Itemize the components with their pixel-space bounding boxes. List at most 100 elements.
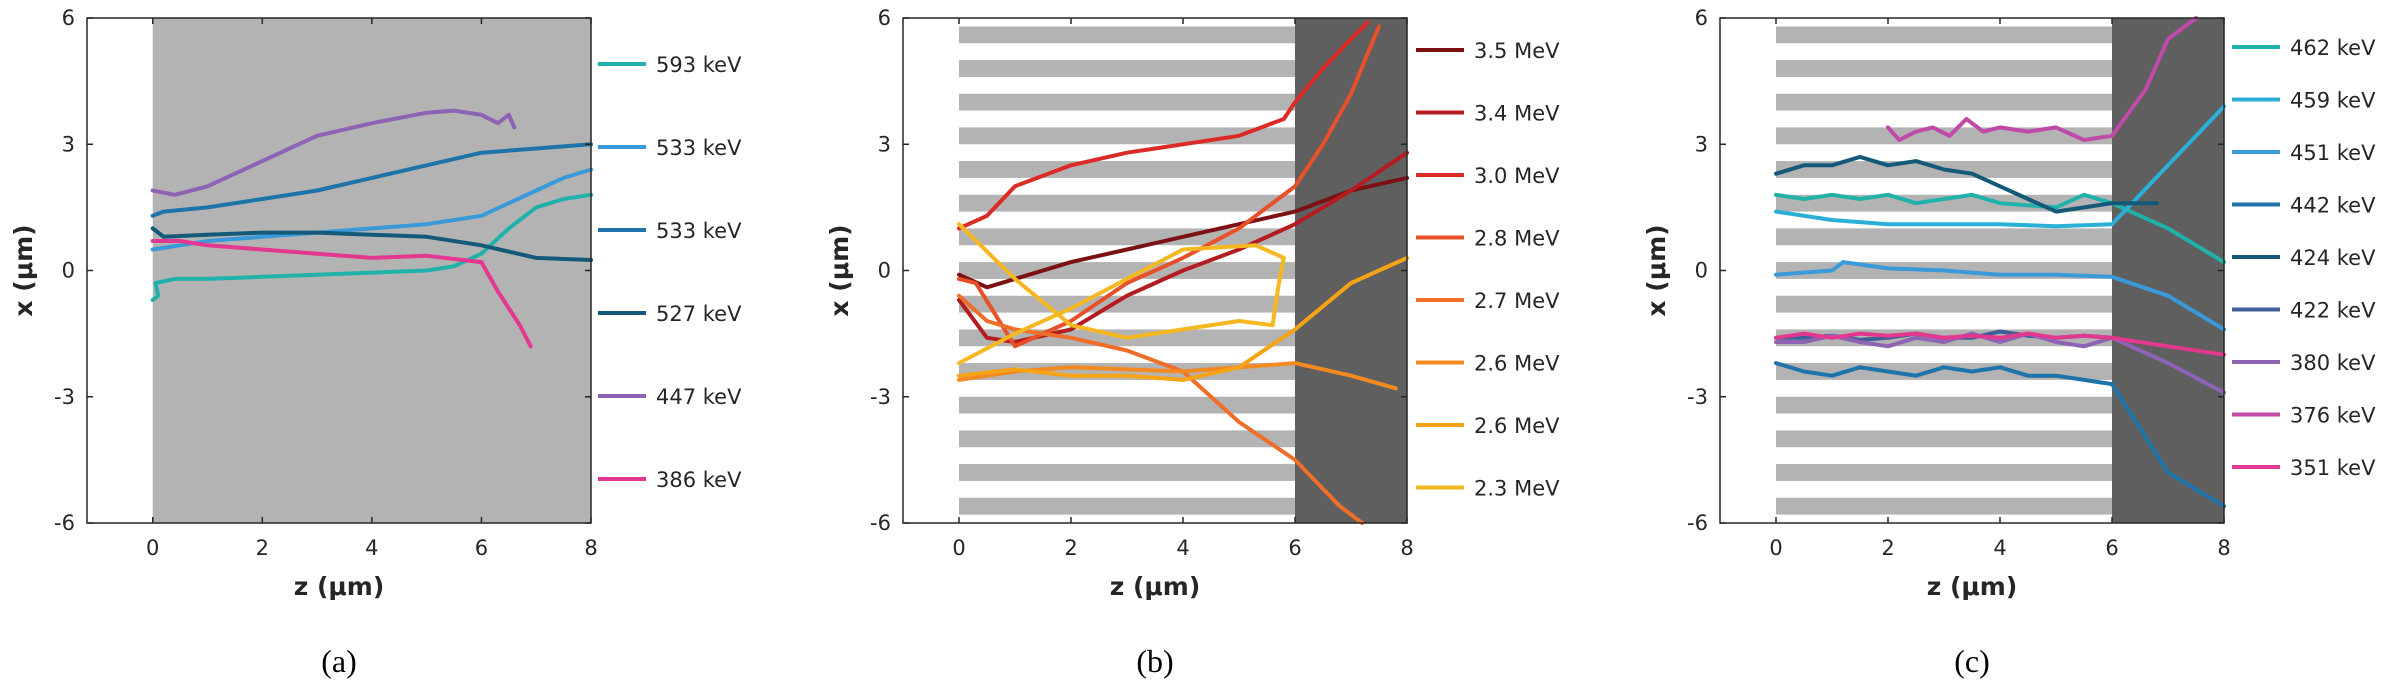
legend-label: 380 keV xyxy=(2290,351,2376,375)
x-tick-label: 0 xyxy=(1769,536,1782,560)
legend-label: 2.6 MeV xyxy=(1474,352,1560,376)
series-line xyxy=(150,239,533,349)
y-tick-label: 3 xyxy=(878,132,891,156)
y-tick-label: 6 xyxy=(62,6,75,30)
y-tick-label: -6 xyxy=(870,511,891,535)
layer-stripe xyxy=(959,228,1295,246)
layer-stripe xyxy=(959,161,1295,178)
dense-region xyxy=(2112,18,2224,523)
layer-stripe xyxy=(1776,26,2112,44)
layer-stripe xyxy=(959,26,1295,44)
legend-label: 424 keV xyxy=(2290,246,2376,270)
layer-stripe xyxy=(1776,464,2112,481)
layer-stripe xyxy=(959,295,1295,313)
layer-stripe xyxy=(1776,295,2112,313)
legend-label: 451 keV xyxy=(2290,141,2376,165)
series-line xyxy=(1774,154,2159,214)
series-line xyxy=(1774,104,2226,229)
layer-stripe xyxy=(1776,228,2112,246)
layer-stripe xyxy=(1776,60,2112,77)
x-tick-label: 2 xyxy=(256,536,269,560)
y-tick-label: 6 xyxy=(1695,6,1708,30)
layer-stripe xyxy=(959,60,1295,77)
x-tick-label: 4 xyxy=(1176,536,1189,560)
layer-stripe xyxy=(959,194,1295,212)
panel-caption: (b) xyxy=(1136,643,1173,679)
series-line xyxy=(150,142,593,218)
y-axis-label: x (μm) xyxy=(825,224,854,316)
x-tick-label: 8 xyxy=(584,536,597,560)
legend-label: 462 keV xyxy=(2290,36,2376,60)
y-tick-label: 0 xyxy=(62,259,75,283)
x-tick-label: 0 xyxy=(146,536,159,560)
y-tick-label: 3 xyxy=(62,132,75,156)
series-line xyxy=(1774,260,2226,332)
y-tick-label: 3 xyxy=(1695,132,1708,156)
x-tick-label: 6 xyxy=(475,536,488,560)
y-axis-label: x (μm) xyxy=(9,224,38,316)
chart-panel-c: 0 2 4 6 8 -6 -3 0 3 6 z (μm) x (μm) 462 keV 459 keV 45… xyxy=(1642,6,2376,679)
layer-stripe xyxy=(959,363,1295,380)
chart-panel-b: 0 2 4 6 8 -6 -3 0 3 6 z (μm) x (μm) 3.5 MeV 3.4 MeV 3.… xyxy=(825,6,1560,679)
layer-stripe xyxy=(959,93,1295,111)
x-axis-label: z (μm) xyxy=(294,572,385,601)
layer-stripe xyxy=(959,396,1295,414)
legend-label: 422 keV xyxy=(2290,299,2376,323)
layer-stripe xyxy=(1776,497,2112,515)
y-tick-label: 0 xyxy=(1695,259,1708,283)
x-tick-label: 8 xyxy=(2217,536,2230,560)
series-line xyxy=(957,255,1409,382)
x-tick-label: 8 xyxy=(1400,536,1413,560)
series-line xyxy=(1774,361,2226,509)
legend-label: 527 keV xyxy=(656,302,742,326)
x-tick-label: 2 xyxy=(1881,536,1894,560)
x-axis-label: z (μm) xyxy=(1927,572,2018,601)
legend-label: 386 keV xyxy=(656,468,742,492)
legend-label: 2.3 MeV xyxy=(1474,477,1560,501)
series-line xyxy=(957,222,1286,366)
chart-panel-a: 0 2 4 6 8 -6 -3 0 3 6 z (μm) x (μm) 593 keV 533 keV 53… xyxy=(9,6,742,679)
legend-label: 3.4 MeV xyxy=(1474,102,1560,126)
legend-label: 351 keV xyxy=(2290,456,2376,480)
legend-label: 442 keV xyxy=(2290,194,2376,218)
legend-label: 2.7 MeV xyxy=(1474,289,1560,313)
legend-label: 3.5 MeV xyxy=(1474,39,1560,63)
y-tick-label: 6 xyxy=(878,6,891,30)
legend-label: 593 keV xyxy=(656,53,742,77)
legend-label: 2.8 MeV xyxy=(1474,227,1560,251)
y-tick-label: -3 xyxy=(54,385,75,409)
material-region xyxy=(152,18,591,523)
x-tick-label: 4 xyxy=(1993,536,2006,560)
series-line xyxy=(957,293,1365,525)
layer-stripe xyxy=(1776,93,2112,111)
panel-caption: (a) xyxy=(321,643,357,679)
x-tick-label: 4 xyxy=(365,536,378,560)
x-tick-label: 2 xyxy=(1064,536,1077,560)
y-tick-label: 0 xyxy=(878,259,891,283)
legend-label: 533 keV xyxy=(656,136,742,160)
x-tick-label: 0 xyxy=(952,536,965,560)
y-tick-label: -3 xyxy=(870,385,891,409)
x-tick-label: 6 xyxy=(1288,536,1301,560)
series-line xyxy=(150,167,593,252)
series-line xyxy=(1774,331,2226,357)
panel-caption: (c) xyxy=(1954,643,1990,679)
series-line xyxy=(1886,16,2198,142)
x-tick-label: 6 xyxy=(2105,536,2118,560)
y-tick-label: -3 xyxy=(1687,385,1708,409)
series-line xyxy=(957,175,1409,290)
x-axis-label: z (μm) xyxy=(1110,572,1201,601)
y-tick-label: -6 xyxy=(1687,511,1708,535)
dense-region xyxy=(1295,18,1407,523)
series-line xyxy=(150,226,593,262)
layer-stripe xyxy=(959,464,1295,481)
series-line xyxy=(150,192,593,302)
legend-label: 3.0 MeV xyxy=(1474,164,1560,188)
legend-label: 376 keV xyxy=(2290,404,2376,428)
legend-label: 533 keV xyxy=(656,219,742,243)
legend-label: 2.6 MeV xyxy=(1474,414,1560,438)
series-line xyxy=(957,20,1370,231)
layer-stripe xyxy=(959,497,1295,515)
layer-stripe xyxy=(959,430,1295,448)
